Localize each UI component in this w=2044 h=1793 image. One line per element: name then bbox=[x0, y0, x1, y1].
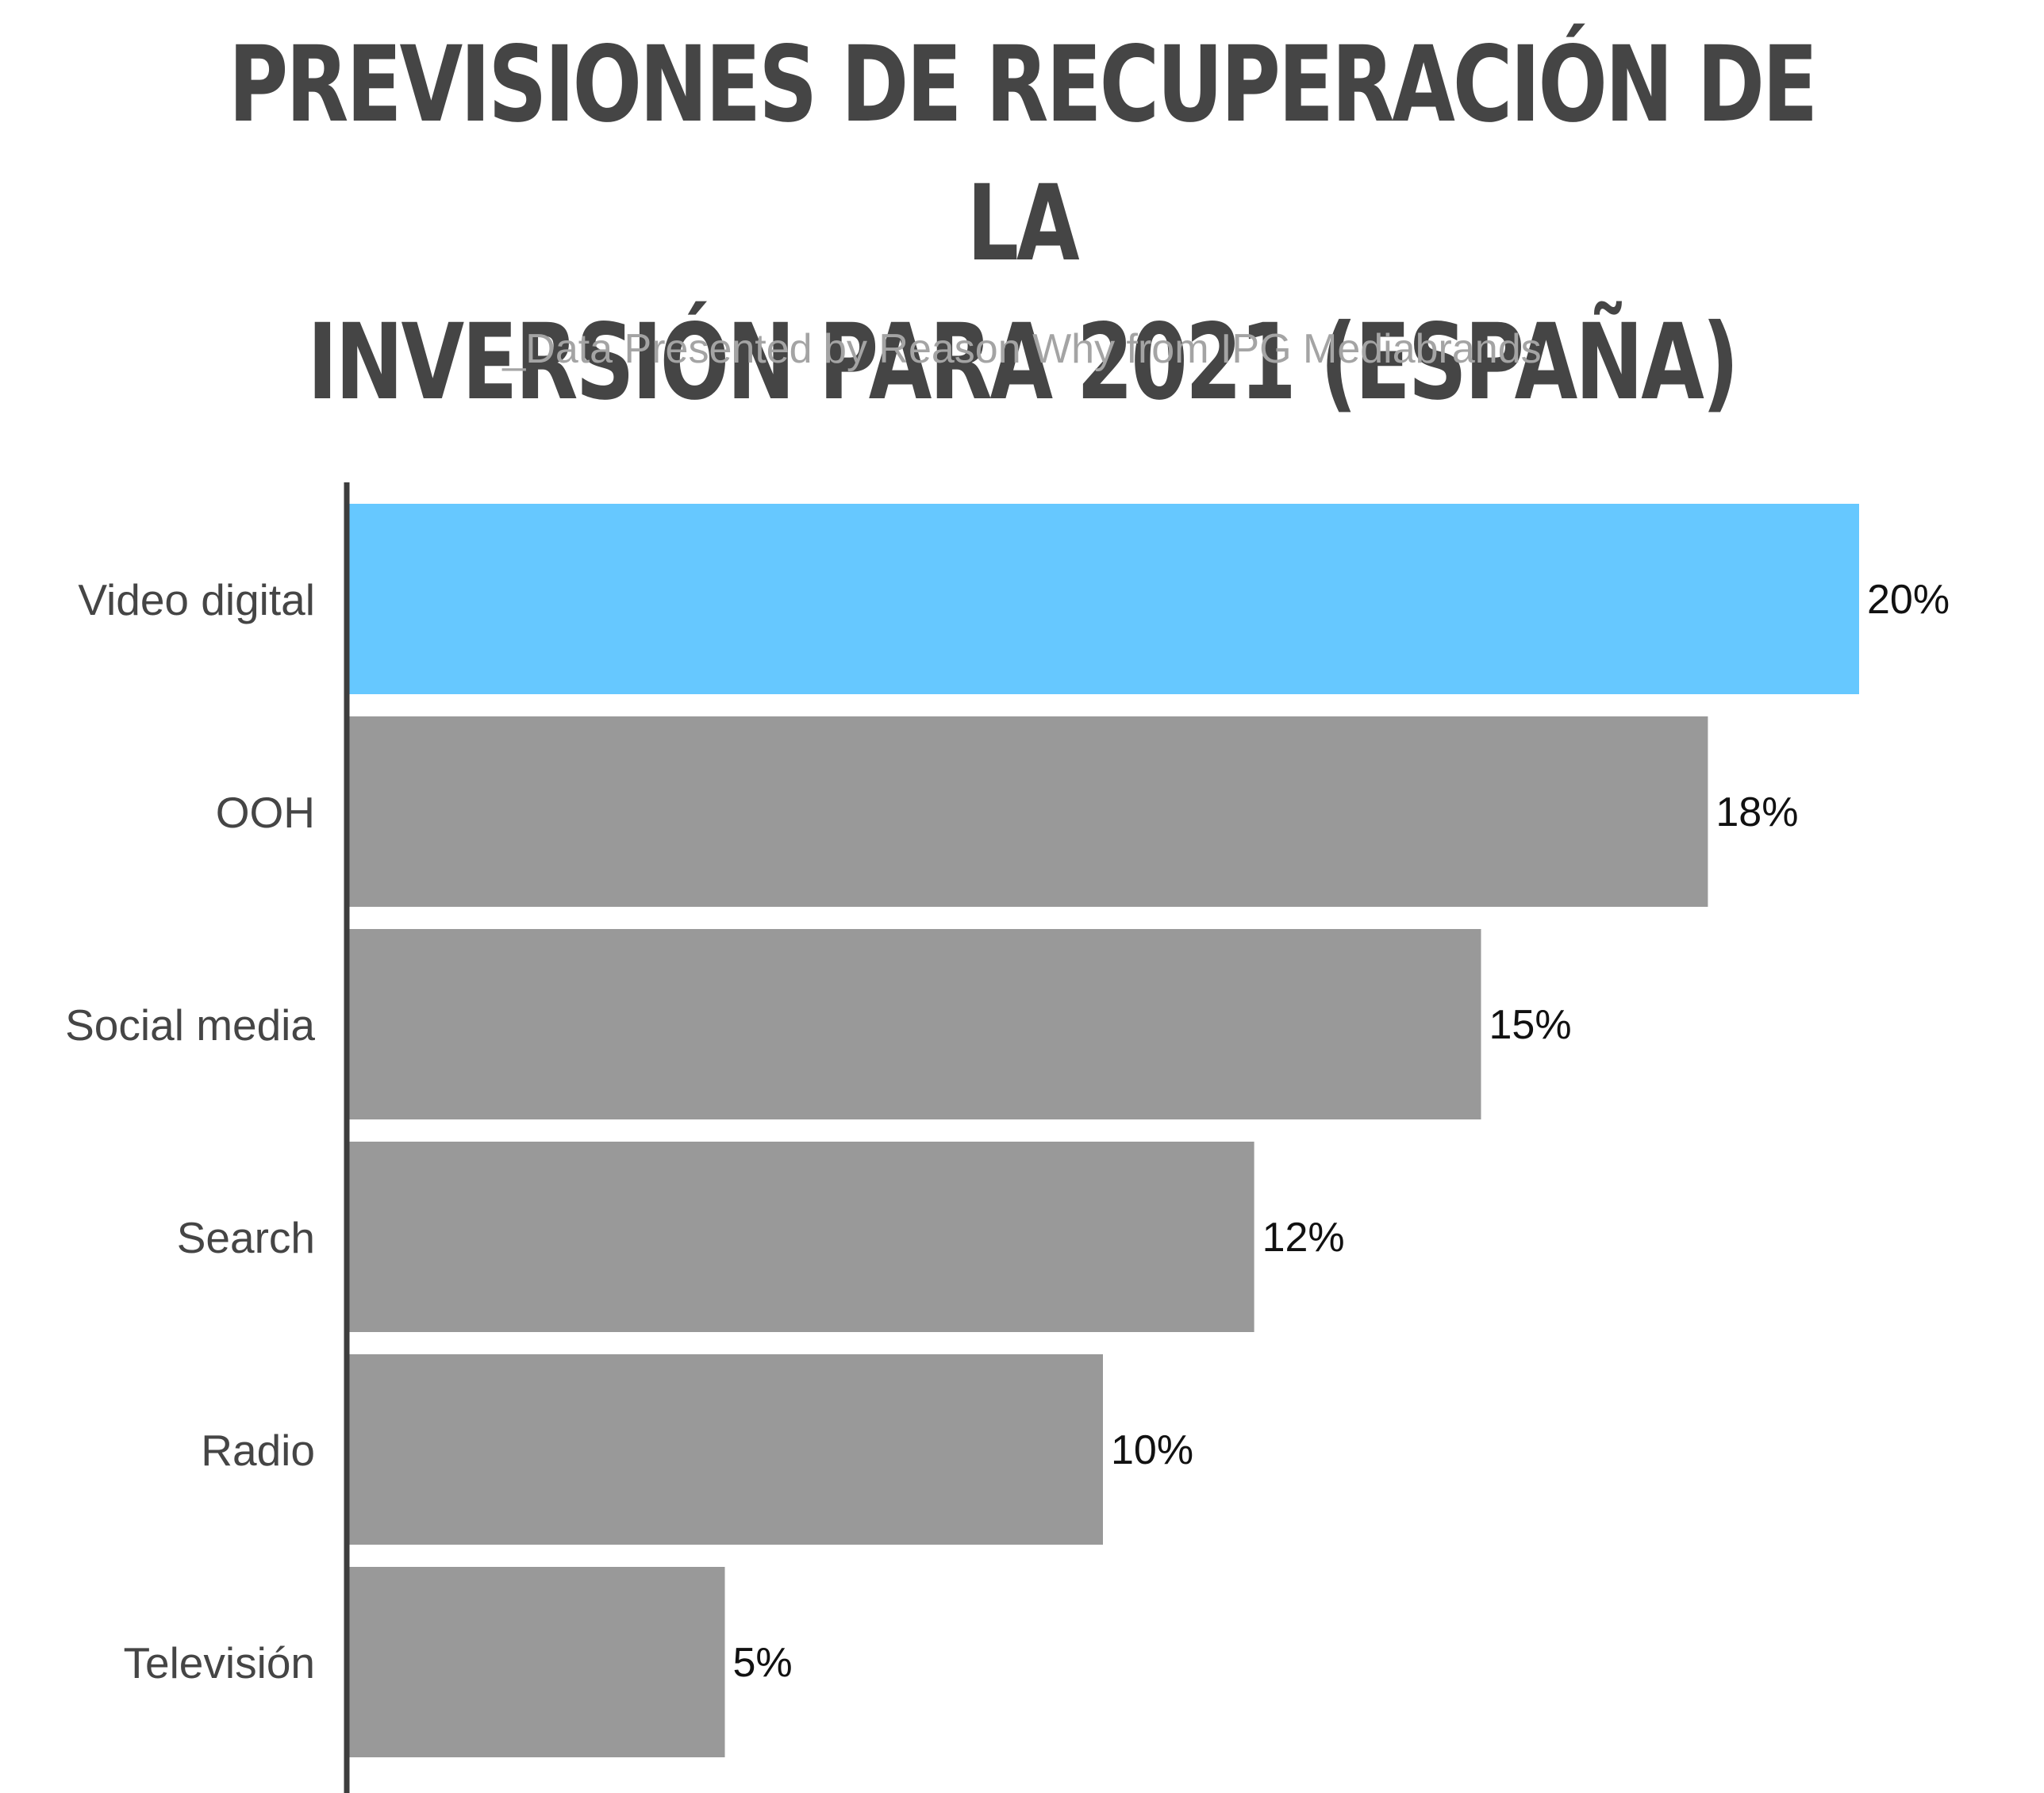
chart-subtitle: _Data Presented by Reason Why from IPG M… bbox=[502, 326, 1542, 372]
category-label-social-media: Social media bbox=[65, 1000, 315, 1050]
bars-group bbox=[347, 504, 1859, 1757]
value-label-television: 5% bbox=[733, 1640, 793, 1686]
chart-title-line-2: INVERSIÓN PARA 2021 (ESPAÑA) bbox=[307, 301, 1739, 424]
chart-title: PREVISIONES DE RECUPERACIÓN DE LA INVERS… bbox=[225, 16, 1819, 432]
value-label-radio: 10% bbox=[1111, 1427, 1193, 1473]
chart-title-line-1: PREVISIONES DE RECUPERACIÓN DE LA bbox=[228, 24, 1818, 285]
value-label-search: 12% bbox=[1262, 1215, 1345, 1261]
category-label-ooh: OOH bbox=[216, 788, 315, 837]
value-label-video-digital: 20% bbox=[1867, 577, 1950, 623]
bar-television bbox=[347, 1567, 725, 1757]
bar-search bbox=[347, 1142, 1254, 1332]
labels-group: Video digital 20% OOH 18% Social media 15% Sea… bbox=[65, 575, 1950, 1687]
category-label-search: Search bbox=[177, 1213, 315, 1262]
bar-radio bbox=[347, 1354, 1103, 1545]
value-label-ooh: 18% bbox=[1716, 789, 1798, 835]
category-label-video-digital: Video digital bbox=[78, 575, 315, 624]
category-label-radio: Radio bbox=[201, 1426, 315, 1475]
bar-social-media bbox=[347, 929, 1481, 1119]
category-label-television: Televisión bbox=[123, 1638, 315, 1687]
value-label-social-media: 15% bbox=[1489, 1002, 1572, 1048]
bar-video-digital bbox=[347, 504, 1859, 694]
bar-ooh bbox=[347, 716, 1708, 907]
